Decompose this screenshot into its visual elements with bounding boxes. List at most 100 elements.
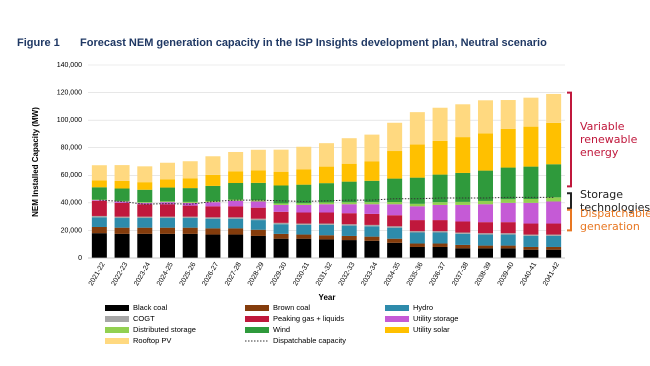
bar-segment <box>523 234 539 236</box>
bar-segment <box>478 133 493 171</box>
bar-segment <box>205 202 221 207</box>
legend-label: Rooftop PV <box>133 336 171 345</box>
bar-segment <box>455 172 471 202</box>
bar-segment <box>523 223 539 235</box>
bar-segment <box>137 182 153 190</box>
legend-label: Distributed storage <box>133 325 196 334</box>
bar-segment <box>387 202 403 205</box>
legend-label: Peaking gas + liquids <box>273 314 344 323</box>
bar-segment <box>114 200 130 202</box>
bar-segment <box>523 202 539 224</box>
bar-segment <box>523 235 539 247</box>
bar-segment <box>182 201 198 203</box>
dispatchable-line <box>99 196 554 205</box>
x-tick-label: 2028-29 <box>247 261 266 287</box>
bar-segment <box>319 223 334 225</box>
legend-label: Brown coal <box>273 303 310 312</box>
bar-segment <box>205 228 221 235</box>
bar-segment <box>364 236 380 241</box>
bracket <box>567 91 572 188</box>
bar-segment <box>409 243 425 247</box>
bar-segment <box>273 204 289 212</box>
x-tick-label: 2024-25 <box>156 261 175 287</box>
bracket <box>567 208 572 232</box>
bar-segment <box>546 201 562 224</box>
legend-label: Black coal <box>133 303 168 312</box>
x-tick-label: 2040-41 <box>519 261 538 287</box>
bar-segment <box>523 246 539 250</box>
x-tick-label: 2041-42 <box>542 261 561 287</box>
bar-segment <box>546 164 562 198</box>
y-tick-label: 60,000 <box>61 172 83 179</box>
x-tick-label: 2030-31 <box>292 261 311 287</box>
bar-segment <box>500 222 516 234</box>
bar-segment <box>409 246 425 258</box>
bar-segment <box>364 134 380 162</box>
bar-segment <box>319 224 334 236</box>
bar-segment <box>341 138 357 164</box>
bar-segment <box>546 249 562 258</box>
bar-segment <box>341 213 357 225</box>
bar-segment <box>455 233 471 245</box>
bar-segment <box>91 217 107 227</box>
bar-segment <box>478 245 493 249</box>
legend-swatch <box>105 316 129 322</box>
legend-label: Utility solar <box>413 325 450 334</box>
bar-segment <box>182 178 198 189</box>
bar-segment <box>296 184 312 204</box>
bar-segment <box>432 231 448 233</box>
legend-label: Wind <box>273 325 290 334</box>
bar-segment <box>409 177 425 204</box>
x-tick-label: 2036-37 <box>428 261 447 287</box>
bar-segment <box>432 174 448 203</box>
bar-segment <box>296 203 312 205</box>
bar-segment <box>546 246 562 250</box>
bar-segment <box>182 218 198 228</box>
bar-segment <box>432 243 448 247</box>
bar-segment <box>296 223 312 225</box>
bar-segment <box>182 233 198 258</box>
bar-segment <box>546 223 562 235</box>
bar-segment <box>137 202 153 205</box>
bar-segment <box>500 100 516 129</box>
bar-segment <box>500 233 516 235</box>
x-tick-label: 2032-33 <box>338 261 357 287</box>
bar-segment <box>319 202 334 205</box>
bar-segment <box>114 201 130 203</box>
bar-segment <box>364 161 380 181</box>
bar-segment <box>91 180 107 188</box>
legend-swatch <box>385 327 409 333</box>
bar-segment <box>228 151 244 172</box>
bar-segment <box>114 218 130 228</box>
bar-segment <box>319 212 334 224</box>
bar-segment <box>500 234 516 246</box>
bar-segment <box>478 200 493 205</box>
bar-segment <box>114 202 130 217</box>
bar-segment <box>319 183 334 203</box>
bar-segment <box>114 227 130 234</box>
bar-segment <box>432 220 448 232</box>
bar-segment <box>296 146 312 170</box>
bar-segment <box>273 233 289 239</box>
bar-segment <box>137 189 153 203</box>
bar-segment <box>409 232 425 244</box>
bar-segment <box>364 224 380 227</box>
bar-segment <box>228 199 244 201</box>
bar-segment <box>364 226 380 237</box>
bar-segment <box>409 206 425 221</box>
y-axis-title: NEM Installed Capacity (MW) <box>31 107 40 217</box>
bar-segment <box>137 218 153 228</box>
bar-segment <box>409 112 425 145</box>
bar-segment <box>341 224 357 226</box>
bar-segment <box>205 234 221 258</box>
y-tick-label: 120,000 <box>57 89 82 96</box>
bar-segment <box>182 216 198 219</box>
legend-swatch <box>245 327 269 333</box>
bar-segment <box>319 143 334 167</box>
bar-segment <box>364 180 380 203</box>
bar-segment <box>296 169 312 185</box>
bar-segment <box>432 204 448 221</box>
legend-label: Dispatchable capacity <box>273 336 346 345</box>
bar-segment <box>91 215 107 218</box>
legend-swatch <box>105 305 129 311</box>
